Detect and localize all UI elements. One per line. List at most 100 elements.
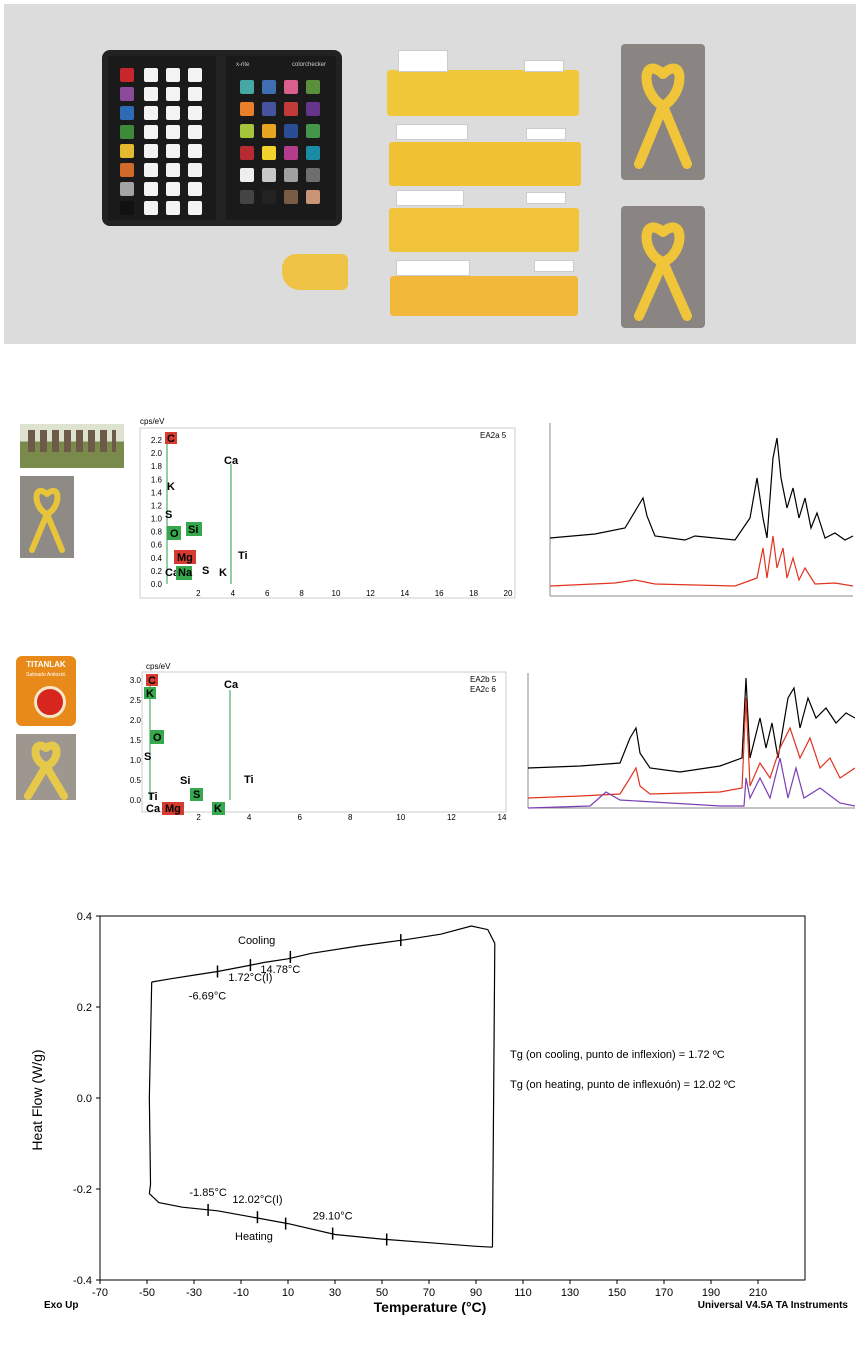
ftir1-background [535, 418, 855, 608]
checker-swatch [262, 168, 276, 182]
checker-swatch [188, 68, 202, 82]
dsc-marker-label: -1.85°C [189, 1187, 226, 1199]
checker-swatch [144, 106, 158, 120]
eds-y-tick-label: 1.8 [151, 462, 163, 471]
eds2-label-s2: S [193, 789, 200, 801]
eds-x-tick-label: 12 [366, 589, 375, 598]
dsc-ylabel: Heat Flow (W/g) [30, 1049, 45, 1150]
dsc-marker-label: 1.72°C(I) [228, 972, 272, 984]
eds1-label-mg: Mg [177, 552, 193, 564]
eds1-frame [139, 427, 516, 599]
dsc-marker-label: 14.78°C [260, 964, 300, 976]
eds2-label-k: K [146, 688, 154, 700]
eds1-label-bg-c [165, 432, 177, 444]
eds2-label-si: Si [180, 775, 190, 787]
eds-y-tick-label: 0.5 [130, 776, 142, 785]
strip-label-3 [396, 190, 464, 206]
checker-swatch [144, 182, 158, 196]
checker-swatch [120, 106, 134, 120]
checker-swatch [188, 125, 202, 139]
checker-swatch [240, 146, 254, 160]
paint-can-dot [34, 686, 66, 718]
eds2-label-k2: K [214, 803, 222, 815]
strip-logo-3 [526, 192, 566, 204]
checker-swatch [306, 190, 320, 204]
checker-swatch [306, 124, 320, 138]
ftir1-trace-black [549, 437, 854, 541]
dsc-cooling-line [151, 925, 496, 983]
checker-swatch [306, 102, 320, 116]
checker-swatch [144, 125, 158, 139]
dsc-note-heating: Tg (on heating, punto de inflexuón) = 12… [510, 1079, 736, 1091]
checker-swatch [306, 80, 320, 94]
dsc-xlabel: Temperature (°C) [374, 1299, 487, 1315]
eds2-legend-1: EA2b 5 [470, 675, 497, 684]
checker-swatch [188, 182, 202, 196]
dsc-heating-line [148, 1193, 493, 1248]
eds-y-tick-label: 1.2 [151, 501, 163, 510]
eds-y-tick-label: 0.0 [151, 580, 163, 589]
dsc-x-tick-label: 210 [749, 1287, 767, 1299]
checker-swatch [284, 146, 298, 160]
checker-swatch [262, 146, 276, 160]
dsc-x-tick-label: 170 [655, 1287, 673, 1299]
eds-y-tick-label: 1.6 [151, 475, 163, 484]
checker-swatch [166, 163, 180, 177]
eds1-label-s2: S [202, 565, 209, 577]
checker-swatch [120, 87, 134, 101]
eds1-label-bg-o [167, 526, 181, 540]
eds1-label-k2: K [219, 567, 227, 579]
checker-swatch [120, 182, 134, 196]
dsc-exo-up: Exo Up [44, 1300, 78, 1311]
checker-swatch [306, 168, 320, 182]
eds2-label-ti2: Ti [244, 774, 254, 786]
checker-swatch [120, 68, 134, 82]
eds-y-tick-label: 0.6 [151, 541, 163, 550]
eds1-label-o: O [170, 528, 179, 540]
eds-y-tick-label: 0.2 [151, 567, 163, 576]
eds1-label-si: Si [188, 524, 198, 536]
checker-swatch [120, 163, 134, 177]
eds1-label-k: K [167, 481, 175, 493]
eds2-label-bg-k [144, 687, 156, 699]
checker-swatch [262, 124, 276, 138]
checker-swatch [166, 125, 180, 139]
dsc-x-tick-label: 90 [470, 1287, 482, 1299]
paint-strip-4 [390, 276, 578, 316]
ribbon-icon [29, 488, 65, 553]
eds2-label-bg-s2 [190, 788, 203, 801]
eds-y-tick-label: 1.0 [151, 515, 163, 524]
checker-swatch [166, 201, 180, 215]
ftir1-trace-red [549, 535, 854, 587]
eds-y-tick-label: 3.0 [130, 676, 142, 685]
checker-swatch [120, 125, 134, 139]
eds2-label-mg: Mg [165, 803, 181, 815]
stone-sample-2 [621, 206, 705, 328]
eds1-label-c: C [167, 433, 175, 445]
checker-swatch [284, 124, 298, 138]
checker-swatch [144, 68, 158, 82]
checker-swatch [144, 144, 158, 158]
eds-x-tick-label: 20 [504, 589, 513, 598]
sample-fragment [282, 254, 348, 290]
dsc-y-tick-label: 0.4 [77, 911, 92, 923]
eds-x-tick-label: 10 [396, 813, 405, 820]
eds1-label-s: S [165, 509, 172, 521]
eds1-legend: EA2a 5 [480, 431, 507, 440]
eds-x-tick-label: 6 [265, 589, 270, 598]
eds-spectrum-2: cps/eV EA2b 5 EA2c 6 3.0 2.5 2.0 1.5 1.0 0.5 0… [130, 662, 507, 820]
dsc-x-tick-label: 50 [376, 1287, 388, 1299]
checker-brand: x-rite [236, 62, 250, 68]
stone-sample-1 [621, 44, 705, 180]
dsc-x-tick-label: -50 [139, 1287, 155, 1299]
dsc-plot-frame [99, 915, 806, 1281]
eds-x-tick-label: 8 [348, 813, 353, 820]
dsc-note-cooling: Tg (on cooling, punto de inflexion) = 1.… [510, 1049, 725, 1061]
ftir2-trace-purple [527, 757, 855, 809]
checker-swatch [284, 190, 298, 204]
dsc-x-tick-label: -70 [92, 1287, 108, 1299]
checker-title: colorchecker [292, 62, 327, 68]
ftir2-trace-red [527, 697, 855, 799]
checker-swatch [240, 80, 254, 94]
ribbon-icon [634, 63, 692, 169]
